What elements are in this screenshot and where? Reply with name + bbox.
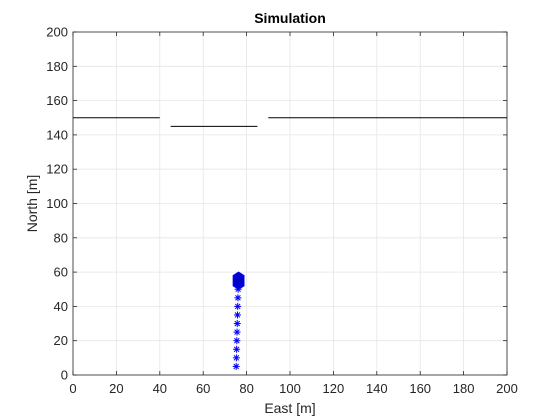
- y-tick-label: 20: [54, 333, 68, 348]
- trajectory-point: [233, 337, 241, 345]
- x-tick-label: 20: [109, 381, 123, 396]
- vehicle-hexagon: [232, 271, 245, 290]
- x-tick-label: 0: [69, 381, 76, 396]
- x-tick-label: 60: [196, 381, 210, 396]
- x-tick-label: 100: [279, 381, 301, 396]
- x-tick-label: 200: [496, 381, 518, 396]
- chart-title: Simulation: [254, 10, 326, 26]
- trajectory-point: [233, 345, 241, 353]
- y-tick-label: 60: [54, 265, 68, 280]
- y-tick-label: 120: [46, 162, 68, 177]
- axis-ticks: 0 20 40 60 80 100 120 140 160 180 200 0 20 40 60 80 100 1…: [46, 25, 518, 397]
- trajectory-point: [233, 320, 241, 328]
- y-tick-label: 0: [61, 368, 68, 383]
- y-tick-label: 80: [54, 230, 68, 245]
- trajectory-point: [232, 354, 240, 362]
- y-tick-label: 100: [46, 196, 68, 211]
- x-tick-label: 40: [153, 381, 167, 396]
- y-tick-label: 40: [54, 299, 68, 314]
- x-tick-label: 180: [453, 381, 475, 396]
- y-axis-label: North [m]: [24, 175, 40, 233]
- trajectory-point: [233, 328, 241, 336]
- trajectory-point: [233, 311, 241, 319]
- x-tick-label: 120: [323, 381, 345, 396]
- x-tick-label: 160: [409, 381, 431, 396]
- walls: [73, 117, 507, 127]
- x-tick-label: 80: [239, 381, 253, 396]
- x-axis-label: East [m]: [264, 400, 315, 416]
- y-tick-label: 160: [46, 93, 68, 108]
- vehicle: [232, 271, 245, 290]
- x-tick-label: 140: [366, 381, 388, 396]
- y-tick-label: 180: [46, 59, 68, 74]
- trajectory-point: [234, 302, 242, 310]
- trajectory-point: [232, 362, 240, 370]
- y-tick-label: 140: [46, 127, 68, 142]
- trajectory: [232, 285, 242, 370]
- y-tick-label: 200: [46, 25, 68, 40]
- trajectory-point: [234, 294, 242, 302]
